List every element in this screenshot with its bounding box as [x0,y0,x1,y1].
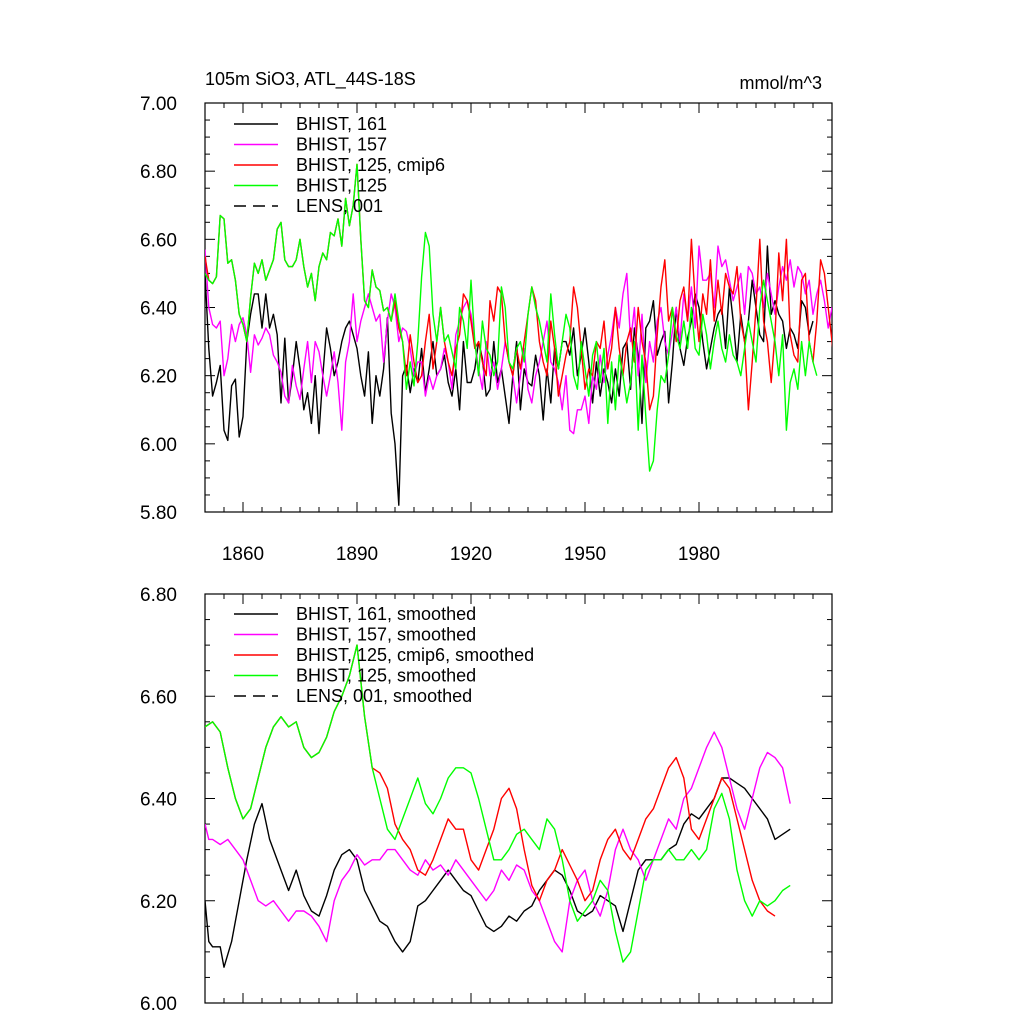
legend-label: BHIST, 161 [296,114,387,134]
y-tick-label: 6.40 [140,299,177,320]
top-panel: 1860 1890 1920 1950 1980 5.80 6.00 6.20 6.40 6.60… [140,69,833,565]
x-tick-label: 1980 [678,544,720,565]
y-tick-label: 6.20 [140,892,177,913]
legend-label: LENS, 001 [296,196,383,216]
legend-label: BHIST, 161, smoothed [296,604,476,624]
series-line-bhist-157-smoothed [205,731,791,953]
x-tick-label: 1860 [222,544,264,565]
y-tick-label: 6.00 [140,994,177,1015]
y-tick-label: 6.80 [140,585,177,606]
x-tick-label: 1890 [336,544,378,565]
chart-title: 105m SiO3, ATL_44S-18S [205,69,416,90]
y-tick-label: 6.40 [140,790,177,811]
series-line-bhist-125 [205,163,818,472]
y-tick-label: 7.00 [140,94,177,115]
y-tick-label: 6.20 [140,367,177,388]
legend-label: BHIST, 157, smoothed [296,625,476,645]
legend-label: BHIST, 125, cmip6, smoothed [296,645,534,665]
series-group [205,163,832,506]
legend-label: LENS, 001, smoothed [296,686,472,706]
y-tick-label: 6.00 [140,435,177,456]
legend-label: BHIST, 125, cmip6 [296,155,445,175]
y-tick-label: 6.60 [140,230,177,251]
bottom-panel: 6.00 6.20 6.40 6.60 6.80 BHIST, 161, smoothed… [140,585,833,1015]
legend-label: BHIST, 125 [296,176,387,196]
series-line-bhist-125-smoothed [205,644,791,963]
y-tick-label: 6.80 [140,162,177,183]
series-line-bhist-157 [205,245,832,435]
x-tick-label: 1920 [450,544,492,565]
units-label: mmol/m^3 [740,73,822,93]
legend-label: BHIST, 125, smoothed [296,666,476,686]
x-tick-label: 1950 [564,544,606,565]
series-line-bhist-161-smoothed [205,777,791,968]
series-group [205,644,791,968]
legend-label: BHIST, 157 [296,135,387,155]
series-line-bhist-161 [205,245,814,506]
y-tick-label: 6.60 [140,687,177,708]
y-tick-label: 5.80 [140,503,177,524]
series-line-bhist-125-cmip6-smoothed [205,644,776,917]
